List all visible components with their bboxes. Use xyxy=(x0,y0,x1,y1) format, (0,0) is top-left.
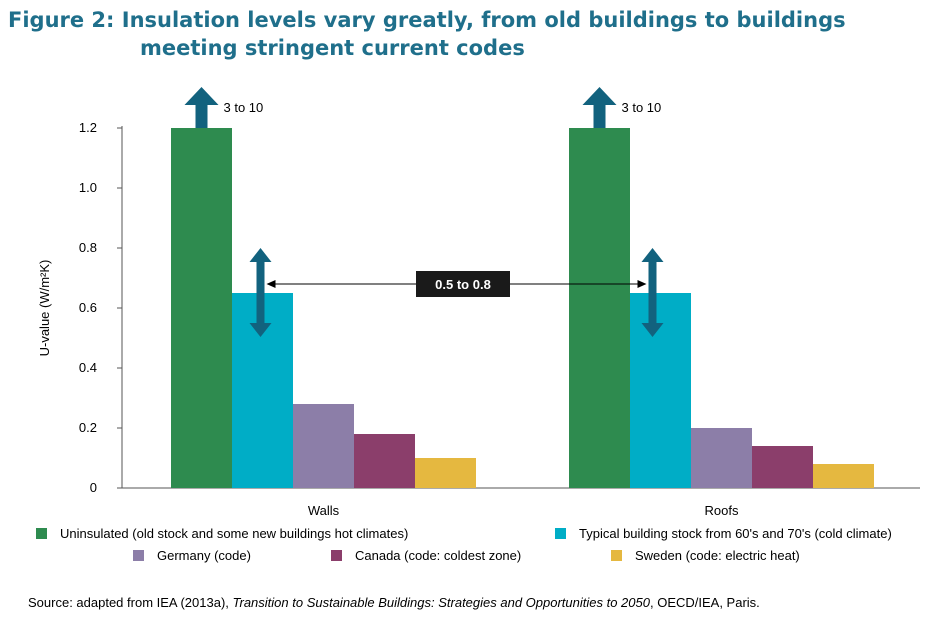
uninsulated-range-label: 3 to 10 xyxy=(224,100,264,115)
y-axis-label: U-value (W/m²K) xyxy=(37,260,52,357)
x-category-label: Walls xyxy=(308,503,340,518)
chart-title-line1: Figure 2: Insulation levels vary greatly… xyxy=(8,8,846,32)
chart-bars xyxy=(171,128,874,488)
vertical-range-arrow xyxy=(641,248,664,337)
bar-roofs-4 xyxy=(752,446,813,488)
legend-label: Uninsulated (old stock and some new buil… xyxy=(60,526,408,541)
source-prefix: Source: adapted from IEA (2013a), xyxy=(28,595,233,610)
y-tick-label: 0 xyxy=(90,480,97,495)
legend-swatch xyxy=(36,528,47,539)
legend-swatch xyxy=(331,550,342,561)
y-tick-label: 1.0 xyxy=(79,180,97,195)
source-title: Transition to Sustainable Buildings: Str… xyxy=(232,595,650,610)
y-tick-label: 0.6 xyxy=(79,300,97,315)
legend-label: Canada (code: coldest zone) xyxy=(355,548,521,563)
legend-label: Typical building stock from 60's and 70'… xyxy=(579,526,892,541)
horizontal-arrowhead-left xyxy=(266,280,276,288)
x-category-label: Roofs xyxy=(705,503,739,518)
chart-legend: Uninsulated (old stock and some new buil… xyxy=(36,526,892,563)
source-suffix: , OECD/IEA, Paris. xyxy=(649,595,760,610)
legend-swatch xyxy=(611,550,622,561)
up-arrow xyxy=(184,87,219,128)
y-tick-label: 1.2 xyxy=(79,120,97,135)
chart-title-line2: meeting stringent current codes xyxy=(140,36,525,60)
bar-walls-1 xyxy=(171,128,232,488)
typical-range-box xyxy=(416,271,510,297)
bar-chart: 0 0.2 0.4 0.6 0.8 1.0 1.2 U-value (W/m²K) Walls R… xyxy=(36,87,920,563)
bar-roofs-2 xyxy=(630,293,691,488)
y-tick-label: 0.2 xyxy=(79,420,97,435)
uninsulated-range-label: 3 to 10 xyxy=(622,100,662,115)
legend-label: Sweden (code: electric heat) xyxy=(635,548,800,563)
chart-annotations: 3 to 10 3 to 10 0.5 to 0.8 xyxy=(184,87,664,337)
typical-range-label: 0.5 to 0.8 xyxy=(435,277,491,292)
bar-roofs-1 xyxy=(569,128,630,488)
bar-roofs-3 xyxy=(691,428,752,488)
legend-swatch xyxy=(133,550,144,561)
bar-roofs-5 xyxy=(813,464,874,488)
chart-title: Figure 2: Insulation levels vary greatly… xyxy=(8,6,918,62)
vertical-range-arrow xyxy=(249,248,272,337)
bar-walls-4 xyxy=(354,434,415,488)
chart-axes: 0 0.2 0.4 0.6 0.8 1.0 1.2 U-value (W/m²K) Walls R… xyxy=(37,120,920,518)
bar-walls-5 xyxy=(415,458,476,488)
horizontal-arrowhead-right xyxy=(637,280,647,288)
bar-walls-3 xyxy=(293,404,354,488)
y-tick-label: 0.4 xyxy=(79,360,97,375)
legend-label: Germany (code) xyxy=(157,548,251,563)
y-tick-label: 0.8 xyxy=(79,240,97,255)
legend-swatch xyxy=(555,528,566,539)
source-note: Source: adapted from IEA (2013a), Transi… xyxy=(28,595,760,610)
up-arrow xyxy=(582,87,617,128)
